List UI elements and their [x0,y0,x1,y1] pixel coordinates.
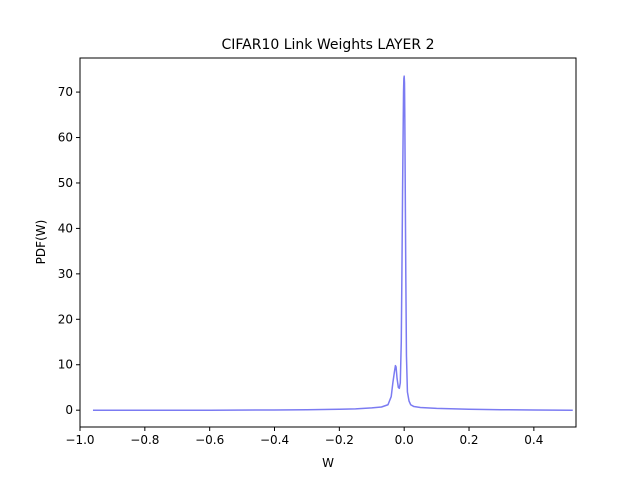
x-tick-label: −0.2 [325,433,354,447]
y-tick-label: 60 [58,131,73,145]
series-layer [92,75,573,411]
series-line-0 [92,75,573,411]
x-tick-label: 0.2 [459,433,478,447]
y-tick-label: 20 [58,312,73,326]
y-tick-label: 40 [58,221,73,235]
x-axis: −1.0 −0.8 −0.6 −0.4 −0.2 0.0 0.2 0.4 [65,427,543,447]
x-tick-label: 0.4 [524,433,543,447]
y-tick-label: 50 [58,176,73,190]
y-tick-label: 30 [58,267,73,281]
x-axis-label: W [322,456,334,470]
plot-area [79,57,577,428]
x-tick-label: −0.8 [130,433,159,447]
y-tick-label: 10 [58,358,73,372]
y-axis: 0 10 20 30 40 50 60 70 [58,85,80,417]
chart-title: CIFAR10 Link Weights LAYER 2 [222,37,435,53]
x-tick-label: 0.0 [395,433,414,447]
y-tick-label: 0 [65,403,73,417]
y-tick-label: 70 [58,85,73,99]
y-axis-label: PDF(W) [34,220,48,265]
x-tick-label: −0.4 [260,433,289,447]
x-tick-label: −0.6 [195,433,224,447]
x-tick-label: −1.0 [65,433,94,447]
